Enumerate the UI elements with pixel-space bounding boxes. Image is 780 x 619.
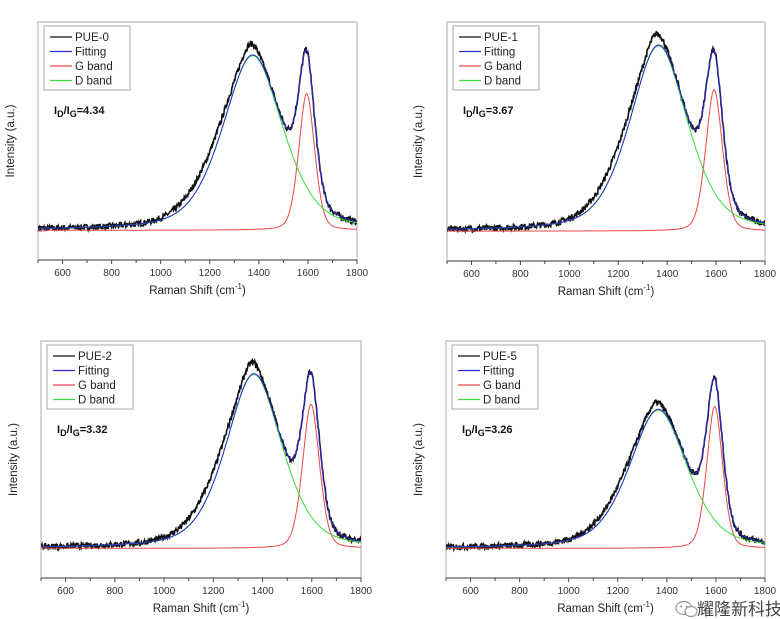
legend-item-fitting: Fitting	[458, 366, 514, 378]
intensity-ratio-label: ID/IG=3.32	[57, 424, 108, 438]
x-tick-label: 1800	[346, 268, 369, 279]
legend-item-fitting: Fitting	[50, 47, 106, 59]
x-tick-label: 1200	[607, 269, 630, 280]
legend-label: PUE-0	[75, 32, 109, 44]
x-tick-label: 1600	[705, 269, 728, 280]
legend-item-fitting: Fitting	[53, 366, 109, 378]
series-g-band	[38, 92, 357, 231]
legend-item-g-band: G band	[50, 61, 113, 73]
series-fitting	[38, 48, 357, 229]
x-tick-label: 600	[462, 586, 479, 597]
watermark-text: 耀隆新科技	[697, 600, 780, 619]
x-tick-label: 1800	[754, 269, 777, 280]
x-tick-label: 1400	[656, 586, 679, 597]
legend-label: PUE-1	[484, 32, 518, 44]
x-tick-label: 1600	[297, 268, 320, 279]
legend: PUE-2 Fitting G band D band	[46, 344, 134, 410]
series-fitting	[447, 44, 765, 230]
x-tick-label: 1600	[301, 586, 324, 597]
series-g-band	[41, 403, 361, 549]
legend-label: PUE-5	[483, 351, 517, 363]
legend-label: G band	[483, 380, 521, 392]
x-tick-label: 1000	[153, 586, 176, 597]
legend-label: G band	[78, 380, 116, 392]
legend-item-data: PUE-5	[458, 351, 517, 363]
plot-area	[41, 357, 361, 552]
legend-item-data: PUE-0	[50, 32, 109, 44]
raman-panel-pue-5: 600 800 1000 1200 1400 1600 1800 Raman Shift (c…	[413, 340, 777, 615]
legend-item-d-band: D band	[459, 76, 521, 88]
legend-item-g-band: G band	[459, 61, 522, 73]
x-tick-label: 1000	[150, 268, 173, 279]
legend-label: Fitting	[483, 366, 514, 378]
legend: PUE-1 Fitting G band D band	[452, 25, 540, 91]
plot-area	[446, 375, 765, 553]
x-tick-label: 1400	[248, 268, 271, 279]
y-axis-title: Intensity (a.u.)	[413, 423, 425, 496]
x-tick-label: 800	[103, 268, 120, 279]
x-tick-label: 1000	[558, 269, 581, 280]
legend: PUE-5 Fitting G band D band	[451, 344, 539, 410]
series-fitting	[446, 376, 765, 548]
legend-item-g-band: G band	[458, 380, 521, 392]
x-tick-label: 1200	[202, 586, 225, 597]
plot-frame	[446, 21, 766, 262]
plot-area	[38, 40, 357, 233]
legend-label: Fitting	[484, 47, 515, 59]
legend-item-data: PUE-2	[53, 351, 112, 363]
legend-item-g-band: G band	[53, 380, 116, 392]
intensity-ratio-label: ID/IG=3.26	[462, 424, 513, 438]
x-tick-label: 600	[463, 269, 480, 280]
legend-item-d-band: D band	[50, 76, 112, 88]
x-axis-title: Raman Shift (cm-1)	[153, 600, 250, 615]
legend: PUE-0 Fitting G band D band	[43, 25, 131, 91]
x-tick-label: 1000	[558, 586, 581, 597]
x-tick-label: 1200	[199, 268, 222, 279]
raman-panel-pue-0: 600 800 1000 1200 1400 1600 1800 Raman Shift (c…	[5, 21, 369, 297]
y-axis-title: Intensity (a.u.)	[413, 105, 425, 178]
legend-item-data: PUE-1	[459, 32, 518, 44]
legend-label: PUE-2	[78, 351, 112, 363]
watermark: 耀隆新科技	[675, 600, 780, 619]
raman-panel-pue-2: 600 800 1000 1200 1400 1600 1800 Raman Shift (c…	[8, 340, 373, 615]
y-axis-title: Intensity (a.u.)	[5, 104, 17, 177]
wechat-icon	[675, 600, 698, 618]
legend-item-d-band: D band	[53, 395, 115, 407]
legend-label: G band	[484, 61, 522, 73]
intensity-ratio-label: ID/IG=4.34	[54, 105, 105, 119]
legend-item-fitting: Fitting	[459, 47, 515, 59]
legend-label: Fitting	[75, 47, 106, 59]
x-tick-label: 1200	[607, 586, 630, 597]
legend-label: D band	[483, 395, 520, 407]
raman-panel-pue-1: 600 800 1000 1200 1400 1600 1800 Raman Shift (c…	[413, 21, 777, 298]
x-tick-label: 1800	[754, 586, 777, 597]
legend-item-d-band: D band	[458, 395, 520, 407]
series-g-band	[447, 88, 765, 232]
legend-label: Fitting	[78, 366, 109, 378]
x-tick-label: 1400	[251, 586, 274, 597]
series-g-band	[446, 405, 765, 549]
x-tick-label: 1800	[350, 586, 373, 597]
x-axis-title: Raman Shift (cm-1)	[557, 600, 654, 615]
legend-label: D band	[484, 76, 521, 88]
x-axis-title: Raman Shift (cm-1)	[558, 283, 655, 298]
x-tick-label: 600	[54, 268, 71, 279]
x-tick-label: 800	[511, 586, 528, 597]
plot-area	[447, 30, 765, 234]
x-tick-label: 1400	[656, 269, 679, 280]
intensity-ratio-label: ID/IG=3.67	[463, 105, 514, 119]
x-tick-label: 1600	[705, 586, 728, 597]
y-axis-title: Intensity (a.u.)	[8, 423, 20, 496]
x-tick-label: 800	[107, 586, 124, 597]
legend-label: D band	[78, 395, 115, 407]
x-tick-label: 600	[57, 586, 74, 597]
legend-label: D band	[75, 76, 112, 88]
series-fitting	[41, 371, 361, 548]
legend-label: G band	[75, 61, 113, 73]
x-axis-title: Raman Shift (cm-1)	[149, 282, 246, 297]
series-pue-1	[447, 30, 765, 234]
x-tick-label: 800	[512, 269, 529, 280]
